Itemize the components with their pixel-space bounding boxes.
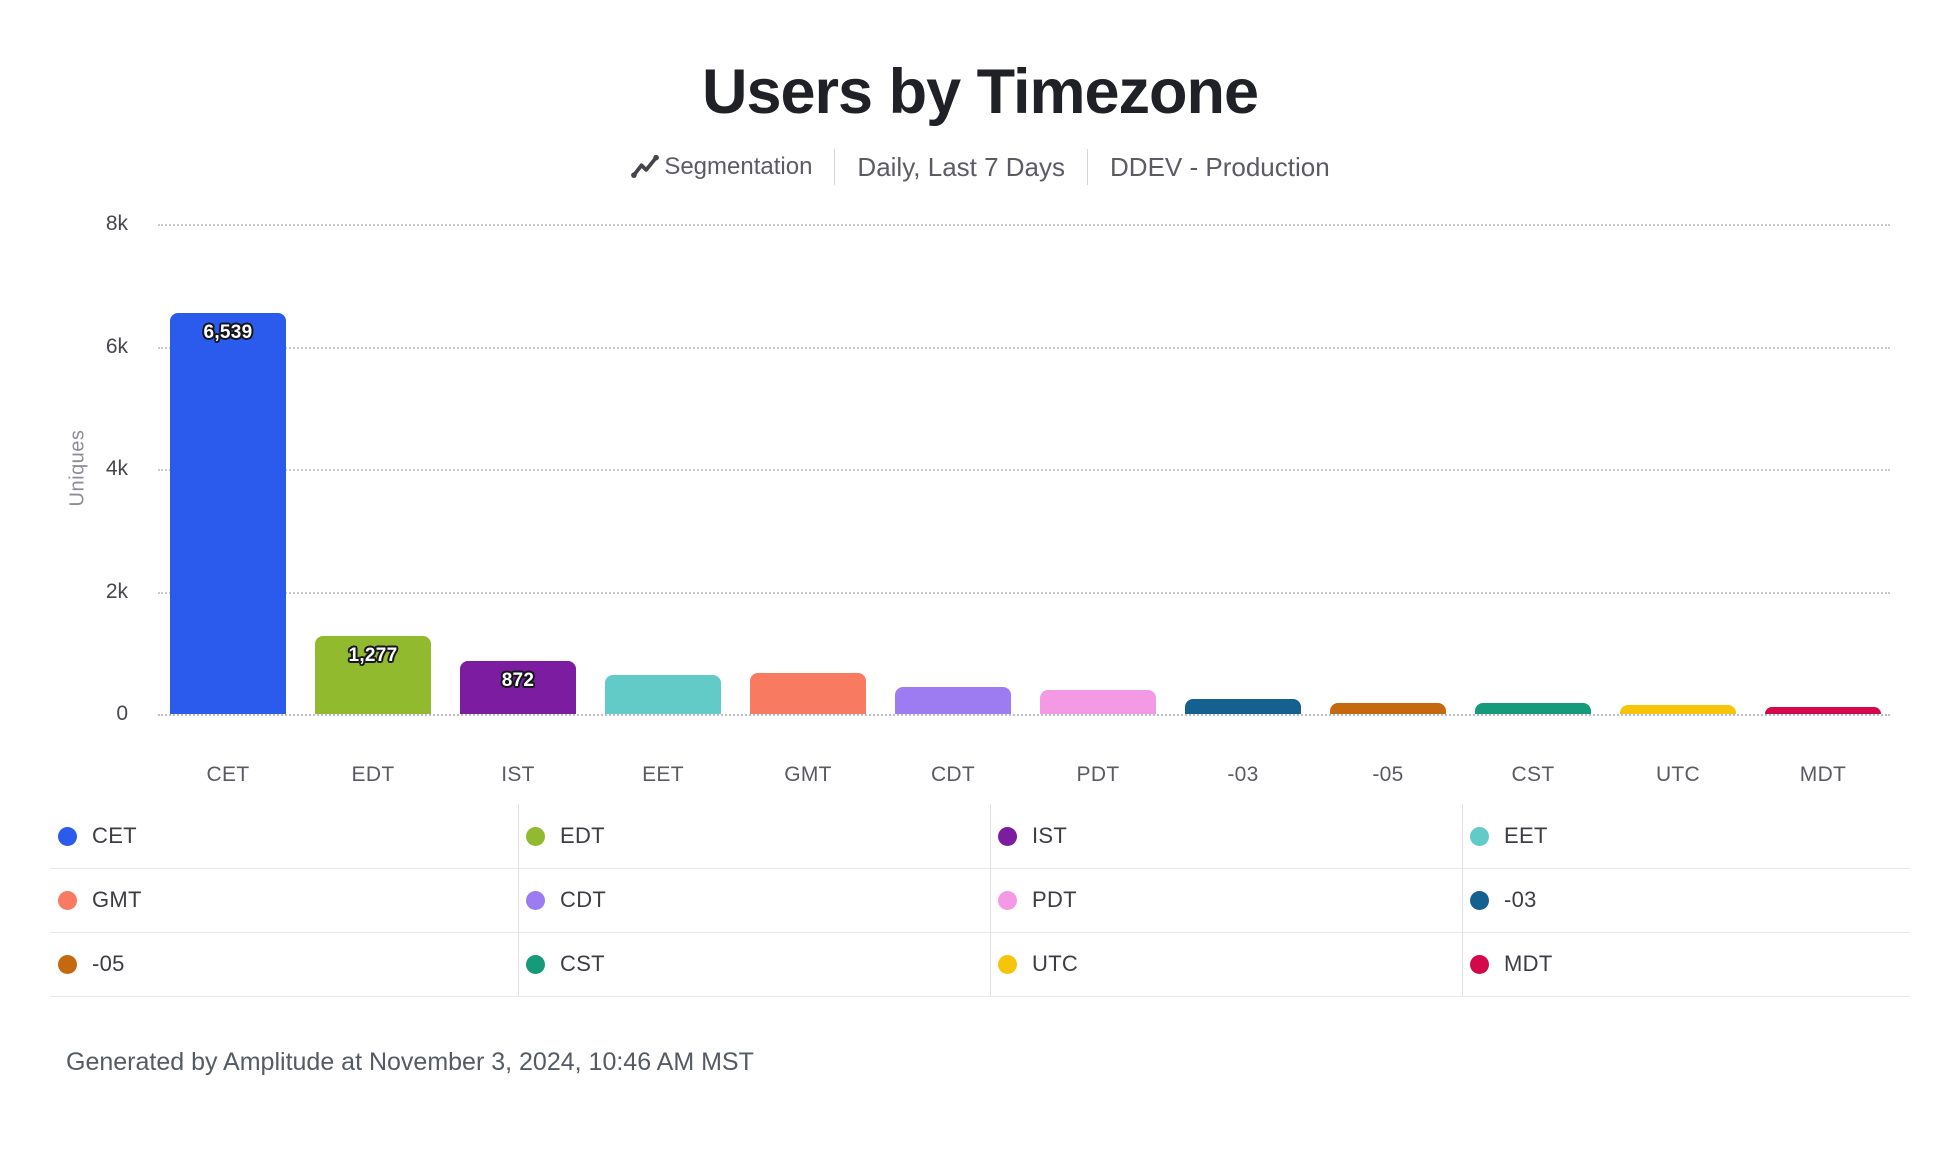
chart-type: Segmentation xyxy=(630,153,812,181)
legend-label: MDT xyxy=(1504,951,1553,976)
legend-item-IST[interactable]: IST xyxy=(990,804,1462,868)
legend-column-divider xyxy=(990,804,991,996)
legend-label: EET xyxy=(1504,823,1548,848)
x-tick-label--05: -05 xyxy=(1372,763,1404,786)
y-tick-label: 0 xyxy=(116,702,128,725)
y-tick-label: 4k xyxy=(105,457,128,480)
chart-type-label: Segmentation xyxy=(664,153,813,180)
x-tick-label-CET: CET xyxy=(206,763,250,786)
x-tick-label-CDT: CDT xyxy=(930,763,976,786)
project-label: DDEV - Production xyxy=(1110,151,1330,182)
gridline-8k xyxy=(158,224,1890,226)
legend-label: -05 xyxy=(92,951,125,976)
legend-color-dot xyxy=(526,954,545,974)
legend-label: CDT xyxy=(560,887,607,912)
gridline-2k xyxy=(158,591,1890,594)
legend-row xyxy=(50,868,1910,933)
x-tick-label--03: -03 xyxy=(1227,763,1259,786)
gridline-4k xyxy=(158,469,1890,471)
gridline-0 xyxy=(158,714,1890,716)
x-tick-label-MDT: MDT xyxy=(1799,763,1847,786)
chart-legend: CET EDT IST EET GMT CDT PDT -03 -05 CST UTC MDT xyxy=(50,804,1910,997)
legend-item-GMT[interactable]: GMT xyxy=(50,868,518,932)
bar-IST[interactable]: 872 xyxy=(460,660,576,714)
bar-MDT[interactable] xyxy=(1765,707,1881,714)
date-range-label: Daily, Last 7 Days xyxy=(857,151,1066,182)
legend-label: PDT xyxy=(1032,887,1077,912)
legend-color-dot xyxy=(58,826,77,846)
legend-color-dot xyxy=(1470,826,1489,846)
legend-color-dot xyxy=(998,954,1017,974)
x-tick-label-IST: IST xyxy=(501,763,535,786)
x-tick-label-EDT: EDT xyxy=(351,763,395,786)
legend-item-EDT[interactable]: EDT xyxy=(518,804,990,868)
generated-by-note: Generated by Amplitude at November 3, 20… xyxy=(66,1048,754,1076)
legend-label: UTC xyxy=(1032,951,1079,976)
legend-item-UTC[interactable]: UTC xyxy=(990,932,1462,996)
legend-item-CET[interactable]: CET xyxy=(50,804,518,868)
legend-row xyxy=(50,932,1910,997)
x-tick-label-EET: EET xyxy=(642,763,684,786)
legend-color-dot xyxy=(1470,954,1489,974)
bar-EET[interactable] xyxy=(605,675,721,714)
y-tick-label: 8k xyxy=(105,212,128,235)
legend-column-divider xyxy=(1462,804,1463,996)
legend-color-dot xyxy=(998,826,1017,846)
legend-color-dot xyxy=(526,890,545,910)
y-tick-label: 6k xyxy=(105,334,128,358)
legend-label: EDT xyxy=(560,823,605,848)
legend-color-dot xyxy=(526,826,545,846)
chart-subtitle: Segmentation Daily, Last 7 Days DDEV - P… xyxy=(0,146,1960,188)
legend-color-dot xyxy=(58,954,77,974)
bar-CDT[interactable] xyxy=(895,687,1011,714)
legend-item-CDT[interactable]: CDT xyxy=(518,868,990,932)
legend-color-dot xyxy=(58,890,77,910)
gridline-6k xyxy=(158,346,1890,349)
x-tick-label-UTC: UTC xyxy=(1655,763,1701,786)
bar--03[interactable] xyxy=(1185,698,1301,714)
legend-color-dot xyxy=(1470,890,1489,910)
segmentation-line-chart-icon xyxy=(630,153,660,181)
bar-GMT[interactable] xyxy=(750,672,866,714)
bar-PDT[interactable] xyxy=(1040,690,1156,714)
legend-item--05[interactable]: -05 xyxy=(50,932,518,996)
bar-value-label: 872 xyxy=(501,669,535,691)
legend-label: -03 xyxy=(1504,887,1537,912)
legend-item-PDT[interactable]: PDT xyxy=(990,868,1462,932)
y-tick-label: 2k xyxy=(105,579,128,603)
x-tick-label-GMT: GMT xyxy=(784,763,832,786)
subtitle-divider xyxy=(1087,149,1089,185)
x-tick-label-CST: CST xyxy=(1511,763,1555,786)
legend-item-EET[interactable]: EET xyxy=(1462,804,1910,868)
bar-CST[interactable] xyxy=(1475,703,1591,714)
legend-column-divider xyxy=(518,804,519,996)
legend-label: GMT xyxy=(92,887,142,912)
x-tick-label-PDT: PDT xyxy=(1076,763,1120,786)
legend-label: IST xyxy=(1032,823,1068,848)
legend-label: CST xyxy=(560,951,605,976)
legend-label: CET xyxy=(92,823,137,848)
legend-item-MDT[interactable]: MDT xyxy=(1462,932,1910,996)
bar-value-label: 1,277 xyxy=(348,644,398,666)
legend-row xyxy=(50,804,1910,869)
bar-value-label: 6,539 xyxy=(203,322,253,344)
bar-UTC[interactable] xyxy=(1620,705,1736,714)
legend-item-CST[interactable]: CST xyxy=(518,932,990,996)
page-title: Users by Timezone xyxy=(701,57,1259,127)
bar--05[interactable] xyxy=(1330,702,1446,714)
subtitle-divider xyxy=(834,149,836,185)
bar-CET[interactable]: 6,539 xyxy=(170,313,286,714)
bar-EDT[interactable]: 1,277 xyxy=(315,635,431,714)
legend-color-dot xyxy=(998,890,1017,910)
legend-item--03[interactable]: -03 xyxy=(1462,868,1910,932)
